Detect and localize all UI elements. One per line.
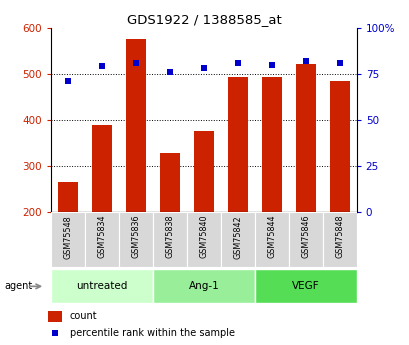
Bar — [160, 153, 180, 212]
Text: GSM75840: GSM75840 — [199, 215, 208, 258]
Text: GSM75842: GSM75842 — [233, 215, 242, 258]
Text: GSM75846: GSM75846 — [301, 215, 310, 258]
Bar — [329, 81, 349, 212]
Point — [234, 60, 240, 66]
Point — [133, 60, 139, 66]
Bar — [85, 212, 119, 267]
Text: GSM75838: GSM75838 — [165, 215, 174, 258]
Bar — [254, 269, 356, 304]
Text: agent: agent — [4, 280, 32, 290]
Point — [65, 78, 71, 84]
Text: count: count — [70, 311, 97, 321]
Text: Ang-1: Ang-1 — [188, 280, 219, 290]
Bar — [51, 269, 153, 304]
Text: GSM75836: GSM75836 — [131, 215, 140, 258]
Title: GDS1922 / 1388585_at: GDS1922 / 1388585_at — [126, 13, 281, 27]
Point — [268, 62, 274, 67]
Text: GSM75848: GSM75848 — [335, 215, 344, 258]
Bar — [227, 77, 247, 212]
Text: VEGF: VEGF — [291, 280, 319, 290]
Bar — [261, 77, 281, 212]
Bar — [153, 269, 254, 304]
Bar — [126, 39, 146, 212]
Bar — [193, 131, 213, 212]
Text: GSM75548: GSM75548 — [63, 215, 72, 258]
Text: untreated: untreated — [76, 280, 128, 290]
Text: GSM75844: GSM75844 — [267, 215, 276, 258]
Bar — [322, 212, 356, 267]
Text: GSM75834: GSM75834 — [97, 215, 106, 258]
Bar — [48, 310, 62, 322]
Point — [166, 69, 173, 75]
Bar — [295, 63, 315, 212]
Bar — [58, 182, 78, 212]
Bar — [254, 212, 288, 267]
Bar — [51, 212, 85, 267]
Bar — [220, 212, 254, 267]
Point — [99, 63, 105, 69]
Bar — [153, 212, 187, 267]
Point — [336, 60, 342, 66]
Text: percentile rank within the sample: percentile rank within the sample — [70, 328, 234, 338]
Bar — [187, 212, 220, 267]
Point — [52, 331, 58, 336]
Bar — [92, 125, 112, 212]
Point — [302, 58, 308, 63]
Bar — [119, 212, 153, 267]
Bar — [288, 212, 322, 267]
Point — [200, 66, 207, 71]
